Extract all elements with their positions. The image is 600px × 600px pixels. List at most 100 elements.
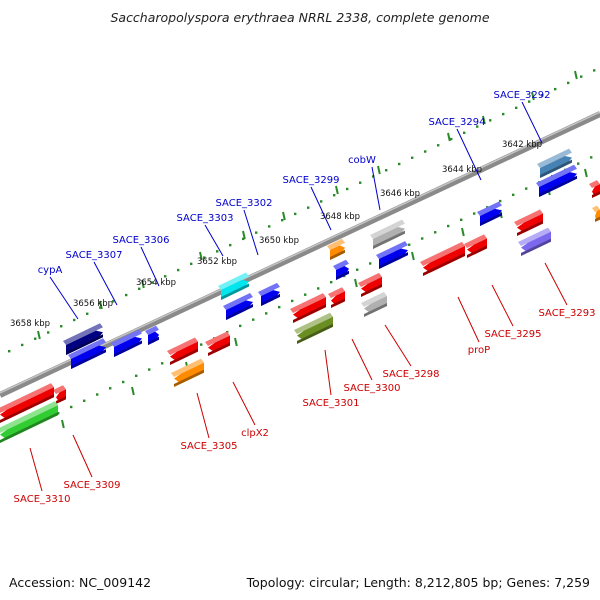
upper-tick <box>99 300 103 310</box>
lower-tick <box>584 168 588 178</box>
upper-track-dot <box>333 194 336 197</box>
gene-cobW-icon <box>370 219 405 249</box>
reverse-gene-label: SACE_3305 <box>181 441 238 452</box>
lower-track-dot <box>239 324 242 328</box>
lower-track-dot <box>122 380 125 384</box>
kbp-label: 3642 kbp <box>502 140 542 150</box>
reverse-gene-label: proP <box>468 345 490 356</box>
lower-track-dot <box>135 374 138 377</box>
gene-SACE_3292-icon <box>537 148 572 178</box>
leader-line <box>310 186 332 231</box>
kbp-label: 3644 kbp <box>442 165 482 175</box>
lower-track-dot <box>200 343 203 346</box>
forward-gene-label: SACE_3292 <box>494 90 551 101</box>
lower-track-dot <box>148 368 151 371</box>
gene-SACE_3300-icon <box>328 287 345 308</box>
lower-track-dot <box>577 162 580 165</box>
upper-track-dot <box>255 231 258 234</box>
upper-tick <box>447 132 451 142</box>
leader-line <box>72 434 93 478</box>
leader-line <box>457 296 480 343</box>
accession-text: Accession: NC_009142 <box>9 575 152 590</box>
upper-track-dot <box>242 237 245 241</box>
upper-track-dot <box>268 225 271 228</box>
upper-track-dot <box>164 275 167 278</box>
lower-track-dot <box>317 287 320 290</box>
forward-gene-label: SACE_3303 <box>177 213 234 224</box>
upper-tick <box>242 230 246 240</box>
lower-track-dot <box>96 393 99 396</box>
upper-track-dot <box>515 106 518 110</box>
lower-tick <box>461 227 465 237</box>
upper-track-dot <box>229 243 232 247</box>
gene-SACE_3293-icon <box>518 227 551 256</box>
gene-blue-arrow-icon <box>145 325 159 345</box>
gene-SACE_3306-icon <box>111 329 142 357</box>
gene-SACE_3305-icon <box>171 358 204 387</box>
upper-tick <box>377 165 381 175</box>
kbp-label: 3654 kbp <box>136 278 176 288</box>
gene-features <box>0 148 600 443</box>
upper-track-dot <box>450 137 453 141</box>
lower-track-dot <box>408 243 411 246</box>
leader-lines <box>29 101 568 492</box>
upper-track-dot <box>554 87 557 91</box>
upper-track-dot <box>73 318 76 322</box>
lower-track-dot <box>434 231 437 234</box>
gene-SACE_3303-icon <box>218 272 249 300</box>
leader-line <box>93 261 118 306</box>
leader-line <box>232 381 256 426</box>
upper-track-dot <box>437 144 440 147</box>
leader-line <box>196 392 210 439</box>
kbp-labels: 3642 kbp 3644 kbp 3646 kbp 3648 kbp 3650 kbp… <box>10 140 542 329</box>
lower-tick <box>411 251 415 261</box>
upper-tick <box>199 251 203 261</box>
gene-blue-arrow-icon <box>376 241 408 269</box>
kbp-label: 3648 kbp <box>320 212 360 222</box>
upper-track-dot <box>294 212 297 216</box>
upper-track-dot <box>593 69 596 72</box>
reverse-gene-label: SACE_3301 <box>303 398 360 409</box>
upper-track-dot <box>359 181 362 184</box>
reverse-gene-label: SACE_3295 <box>485 329 542 340</box>
leader-line <box>544 262 568 306</box>
upper-tick <box>282 211 286 221</box>
kbp-label: 3652 kbp <box>197 257 237 267</box>
upper-tick <box>335 185 339 195</box>
lower-track-dot <box>525 187 528 190</box>
gene-orange-arrow-icon <box>592 205 600 222</box>
leader-line <box>140 246 160 287</box>
lower-track-dot <box>278 305 281 309</box>
gene-SACE_3293-icon <box>514 209 543 236</box>
upper-track-dot <box>307 206 310 209</box>
upper-track-dot <box>398 162 401 166</box>
map-title: Saccharopolyspora erythraea NRRL 2338, c… <box>110 10 490 25</box>
upper-track-dot <box>346 187 349 191</box>
lower-tick <box>354 278 358 288</box>
upper-track-dot <box>281 218 284 222</box>
upper-track-dot <box>86 312 89 315</box>
forward-gene-label: SACE_3299 <box>283 175 340 186</box>
gene-SACE_3307-icon <box>68 338 106 369</box>
upper-track-dot <box>203 256 206 259</box>
upper-track-dot <box>216 250 219 253</box>
gene-SACE_3309-icon <box>0 383 54 423</box>
reverse-gene-label: SACE_3298 <box>383 369 440 380</box>
lower-track-dot <box>70 405 73 409</box>
gene-labels: SACE_3292 SACE_3294 cobW SACE_3299 SACE_3302… <box>14 90 596 505</box>
upper-track-dot <box>463 131 466 134</box>
gene-blue-arrow-icon <box>223 293 253 320</box>
lower-track-dot <box>590 156 593 159</box>
upper-track-dot <box>567 81 570 85</box>
gene-blue-arrow-icon <box>258 282 280 306</box>
lower-tick <box>234 337 238 347</box>
lower-tick <box>131 386 135 396</box>
leader-line <box>456 128 482 181</box>
gene-SACE_3298-icon <box>358 272 382 297</box>
gene-SACE_3301-icon <box>290 293 326 323</box>
kbp-label: 3658 kbp <box>10 319 50 329</box>
leader-line <box>324 349 332 396</box>
kbp-label: 3646 kbp <box>380 189 420 199</box>
gene-red-arrow-icon <box>589 180 600 198</box>
leader-line <box>384 324 412 367</box>
